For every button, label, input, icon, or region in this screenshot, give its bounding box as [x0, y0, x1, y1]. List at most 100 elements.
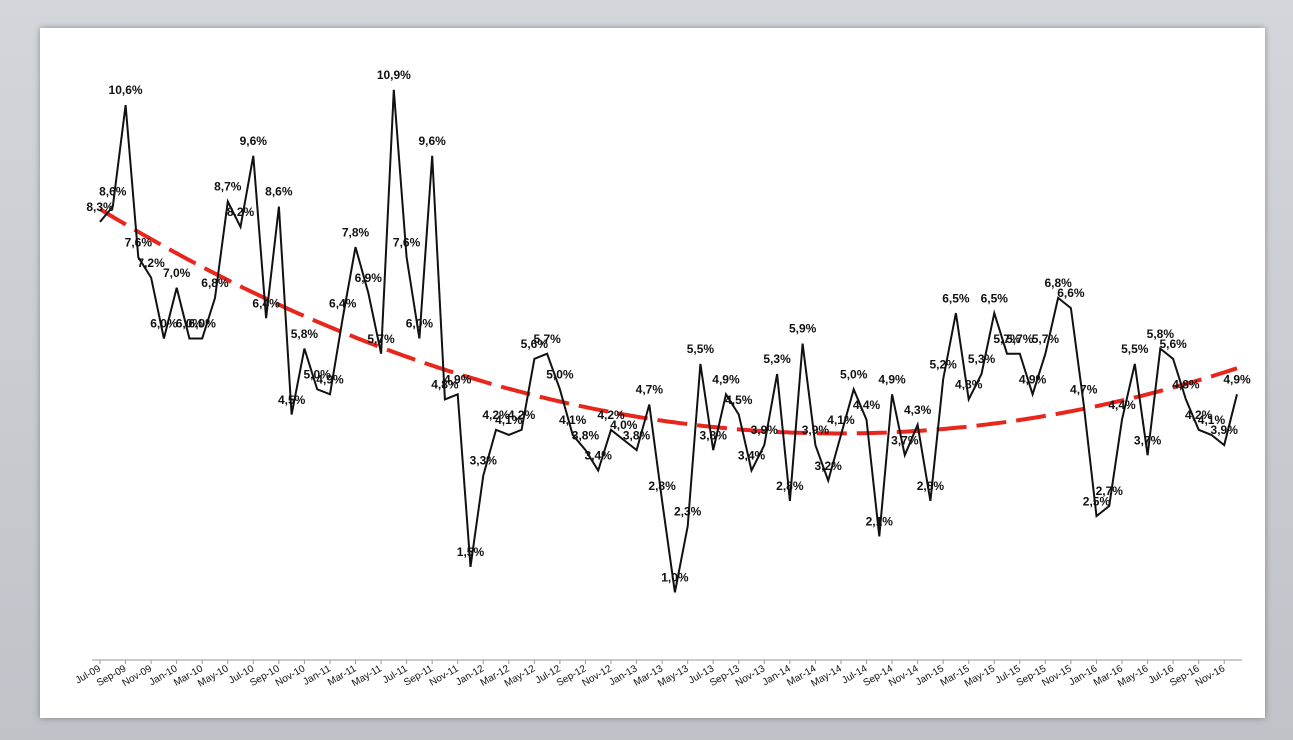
data-label: 5,0% [546, 367, 574, 381]
data-label: 4,2% [482, 408, 510, 422]
data-label: 1,0% [661, 570, 689, 584]
data-label: 5,7% [1006, 332, 1034, 346]
data-label: 8,7% [214, 180, 242, 194]
data-label: 5,6% [521, 337, 549, 351]
data-label: 2,3% [674, 504, 702, 518]
data-label: 2,7% [1096, 484, 1124, 498]
data-label: 4,9% [1223, 372, 1251, 386]
data-label: 8,6% [265, 185, 293, 199]
data-label: 5,0% [304, 367, 332, 381]
data-label: 6,0% [176, 317, 204, 331]
data-label: 4,9% [1019, 372, 1047, 386]
data-label: 4,9% [316, 372, 344, 386]
data-label: 3,9% [1211, 423, 1239, 437]
data-label: 3,9% [751, 423, 779, 437]
x-tick-label: Nov-09 [120, 663, 154, 689]
x-tick-label: Nov-12 [580, 663, 614, 689]
data-label: 3,7% [891, 433, 919, 447]
data-label: 5,8% [1147, 327, 1175, 341]
data-label: 5,9% [789, 322, 817, 336]
data-label: 8,6% [99, 185, 127, 199]
data-label: 6,8% [201, 276, 229, 290]
data-label: 2,8% [917, 479, 945, 493]
data-label: 4,4% [1108, 398, 1136, 412]
data-label: 3,4% [585, 449, 613, 463]
data-label: 3,8% [700, 428, 728, 442]
data-label: 6,0% [406, 317, 434, 331]
data-label: 4,1% [1198, 413, 1226, 427]
data-label: 3,9% [802, 423, 830, 437]
data-label: 7,2% [137, 256, 165, 270]
data-label: 3,4% [738, 449, 766, 463]
data-label: 4,4% [853, 398, 881, 412]
data-label: 10,9% [377, 68, 411, 82]
data-label: 8,2% [227, 205, 255, 219]
data-label: 5,7% [993, 332, 1021, 346]
data-label: 6,5% [942, 291, 970, 305]
data-label: 5,8% [291, 327, 319, 341]
data-label: 4,8% [431, 378, 459, 392]
data-label: 9,6% [240, 134, 268, 148]
data-label: 5,7% [367, 332, 395, 346]
data-label: 4,1% [495, 413, 523, 427]
data-label: 6,4% [329, 296, 357, 310]
x-tick-label: Nov-10 [274, 663, 308, 689]
chart-panel [40, 28, 1265, 718]
data-label: 7,0% [163, 266, 191, 280]
data-label: 4,2% [508, 408, 536, 422]
data-label: 1,5% [457, 545, 485, 559]
data-label: 4,7% [636, 383, 664, 397]
data-label: 4,1% [559, 413, 587, 427]
data-label: 5,5% [1121, 342, 1149, 356]
data-label: 4,5% [725, 393, 753, 407]
data-label: 5,3% [763, 352, 791, 366]
data-label: 6,8% [1044, 276, 1072, 290]
data-label: 5,3% [968, 352, 996, 366]
x-tick-label: Nov-11 [428, 663, 461, 688]
data-label: 2,8% [648, 479, 676, 493]
data-label: 2,5% [1083, 494, 1111, 508]
data-label: 3,8% [572, 428, 600, 442]
x-tick-label: Nov-15 [1040, 663, 1074, 689]
data-label: 4,8% [1172, 378, 1200, 392]
data-label: 4,7% [1070, 383, 1098, 397]
data-label: 3,7% [1134, 433, 1162, 447]
x-tick-label: May-11 [350, 663, 384, 689]
data-label: 6,5% [981, 291, 1009, 305]
data-label: 3,3% [470, 454, 498, 468]
data-label: 4,9% [878, 372, 906, 386]
data-label: 4,5% [278, 393, 306, 407]
data-label: 2,1% [866, 515, 894, 529]
data-label: 4,2% [1185, 408, 1213, 422]
data-label: 8,3% [86, 200, 114, 214]
data-label: 4,3% [904, 403, 932, 417]
data-label: 4,9% [444, 372, 472, 386]
data-label: 6,0% [150, 317, 178, 331]
data-label: 4,2% [597, 408, 625, 422]
x-tick-label: Nov-14 [887, 663, 921, 689]
data-label: 2,8% [776, 479, 804, 493]
data-label: 6,6% [1057, 286, 1085, 300]
data-label: 5,5% [687, 342, 715, 356]
data-label: 5,2% [929, 357, 957, 371]
trend-line [98, 207, 1238, 436]
data-label: 7,6% [393, 235, 421, 249]
data-label: 5,7% [1032, 332, 1060, 346]
data-label: 6,0% [189, 317, 217, 331]
x-tick-label: Nov-16 [1194, 663, 1228, 689]
data-label: 7,8% [342, 225, 370, 239]
data-label: 9,6% [418, 134, 446, 148]
data-label: 3,2% [815, 459, 843, 473]
data-label: 4,0% [610, 418, 638, 432]
data-label: 3,8% [623, 428, 651, 442]
data-label: 4,1% [827, 413, 855, 427]
data-label: 5,6% [1159, 337, 1187, 351]
data-label: 6,9% [355, 271, 383, 285]
data-label: 6,4% [252, 296, 280, 310]
data-label: 4,9% [712, 372, 740, 386]
data-line [99, 89, 1238, 593]
data-label: 7,6% [125, 235, 153, 249]
x-tick-label: Nov-13 [734, 663, 768, 689]
